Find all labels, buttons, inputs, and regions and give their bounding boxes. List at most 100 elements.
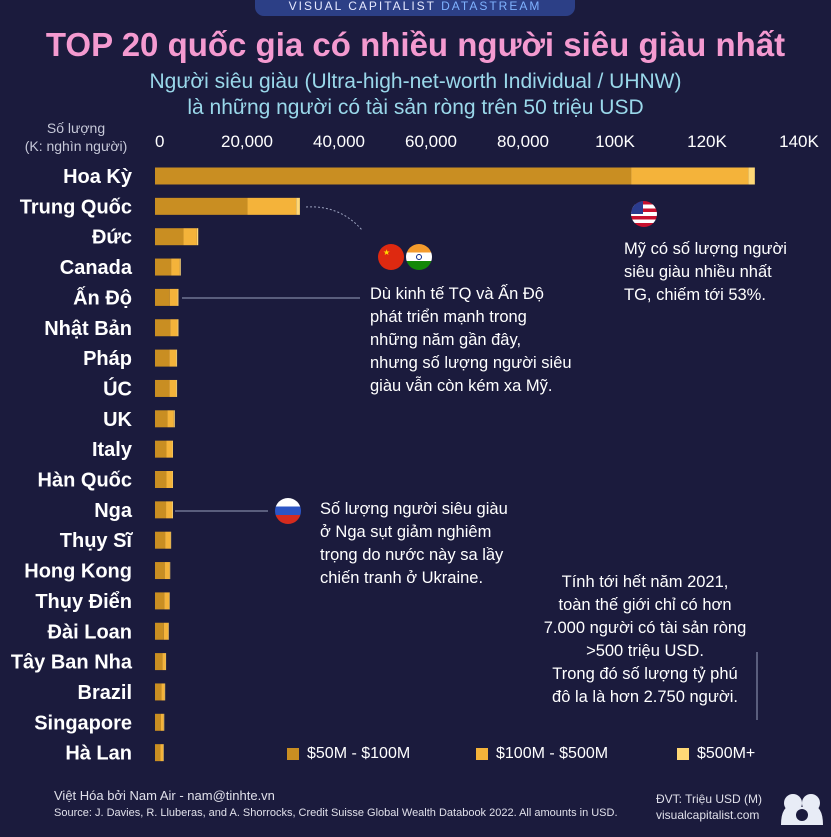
bar-segment-series-3 [176,379,178,397]
category-label: Thụy Sĩ [60,530,134,552]
bar-segment-series-1 [155,440,167,458]
category-label: Hà Lan [65,743,132,765]
note-russia: Số lượng người siêu giàu ở Nga sụt giảm … [320,498,508,590]
brand-name: VISUAL CAPITALIST [288,0,436,13]
category-label: Hoa Kỳ [63,166,133,188]
bar-segment-series-1 [155,167,632,185]
bar-segment-series-2 [161,683,165,701]
note-china-india-line: phát triển mạnh trong [370,308,527,326]
legend-swatch [287,748,299,760]
bar-segment-series-3 [165,653,167,671]
category-label: Brazil [78,682,132,704]
category-label: Tây Ban Nha [11,652,133,674]
bar-segment-series-2 [166,440,173,458]
x-tick-label: 100K [595,132,635,151]
bar-segment-series-3 [163,713,165,731]
category-label: Trung Quốc [20,196,132,218]
credit-text: Việt Hóa bởi Nam Air - nam@tinhte.vn [54,788,275,803]
category-label: Hong Kong [24,561,132,583]
bar-segment-series-3 [172,440,173,458]
source-text: Source: J. Davies, R. Lluberas, and A. S… [54,807,618,819]
bar-segment-series-2 [183,228,197,246]
bar-segment-series-2 [166,471,173,488]
note-world-line: >500 triệu USD. [586,642,704,660]
note-world-line: đô la là hơn 2.750 người. [552,688,738,706]
chart-subtitle-line1: Người siêu giàu (Ultra-high-net-worth In… [149,70,682,93]
note-world-line: Trong đó số lượng tỷ phú [552,665,738,683]
category-label: Nhật Bản [44,318,132,340]
bar-segment-series-1 [155,258,172,276]
bar-segment-series-1 [155,288,170,306]
bar-segment-series-3 [172,501,173,519]
brand-banner: VISUAL CAPITALIST DATASTREAM [255,0,575,16]
note-usa-line: Mỹ có số lượng người [624,240,787,258]
bar-segment-series-2 [166,501,173,519]
note-china-india: Dù kinh tế TQ và Ấn Độ phát triển mạnh t… [370,283,572,398]
note-russia-line: trọng do nước này sa lầy [320,546,504,564]
bar-segment-series-3 [296,197,300,215]
russia-flag-icon [275,498,301,524]
category-label: Singapore [34,712,132,734]
bar-segment-series-1 [155,228,184,246]
bar-segment-series-2 [164,562,170,580]
category-label: Pháp [83,348,132,370]
bar-segment-series-2 [169,379,177,397]
bar-segment-series-2 [171,258,180,276]
bar-segment-series-2 [631,167,749,185]
usa-flag-icon [631,201,657,227]
bar-segment-series-1 [155,349,170,367]
legend-label: $100M - $500M [496,745,609,762]
china-connector-line [305,206,363,231]
bar-segment-series-2 [160,713,164,731]
category-label: Ấn Độ [73,286,132,309]
note-russia-line: Số lượng người siêu giàu [320,500,508,518]
bar-segment-series-3 [172,471,173,488]
bar-segment-series-1 [155,683,162,701]
note-world: Tính tới hết năm 2021, toàn thế giới chỉ… [520,571,770,709]
bar-segment-series-1 [155,653,163,671]
bar-segment-series-2 [160,744,164,762]
category-label: UK [103,409,132,431]
bar-segment-series-2 [165,531,171,549]
bar-segment-series-3 [748,167,755,185]
bar-segment-series-2 [169,288,178,306]
vc-logo-icon [781,794,823,825]
x-tick-label: 60,000 [405,132,457,151]
x-tick-label: 80,000 [497,132,549,151]
brand-datastream: DATASTREAM [441,0,542,13]
bar-segment-series-2 [247,197,297,215]
bar-segment-series-1 [155,531,166,549]
bar-segment-series-1 [155,562,165,580]
note-china-india-line: những năm gần đây, [370,331,522,349]
note-china-india-line: Dù kinh tế TQ và Ấn Độ [370,285,544,303]
x-tick-label: 140K [779,132,819,151]
category-label: Hàn Quốc [38,470,132,492]
bar-segment-series-1 [155,713,161,731]
bar-segment-series-3 [170,531,172,549]
bar-segment-series-3 [177,288,179,306]
bar-segment-series-3 [196,228,199,246]
legend-item-100m-500m: $100M - $500M [476,745,608,763]
bar-segment-series-2 [167,410,174,428]
note-usa: Mỹ có số lượng người siêu giàu nhiều nhấ… [624,238,787,307]
bar-segment-series-1 [155,319,171,337]
india-flag-icon [406,244,432,270]
category-label: ÚC [103,376,132,400]
bar-segment-series-3 [173,410,175,428]
bar-segment-series-2 [163,622,169,640]
note-world-line: Tính tới hết năm 2021, [561,573,729,591]
bar-segment-series-1 [155,379,170,397]
x-tick-label: 20,000 [221,132,273,151]
category-label: Italy [92,439,133,461]
china-flag-icon: ★ [378,244,404,270]
chart-title: TOP 20 quốc gia có nhiều người siêu giàu… [45,26,786,63]
bar-segment-series-3 [176,349,178,367]
note-world-line: toàn thế giới chỉ có hơn [558,596,732,614]
note-china-india-line: giàu vẫn còn kém xa Mỹ. [370,377,553,395]
category-label: Đức [92,227,132,249]
category-label: Canada [60,257,133,279]
bar-segment-series-1 [155,501,167,519]
legend-item-50m-100m: $50M - $100M [287,745,410,763]
legend-label: $50M - $100M [307,745,411,762]
axis-label: Số lượng (K: nghìn người) [14,119,138,155]
